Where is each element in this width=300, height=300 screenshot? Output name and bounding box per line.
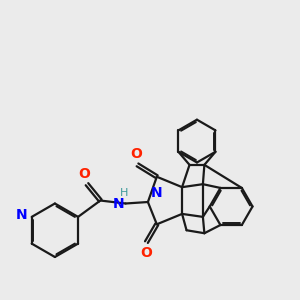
Text: O: O [78,167,90,181]
Text: O: O [140,246,152,260]
Text: N: N [112,196,124,211]
Text: N: N [150,186,162,200]
Text: O: O [130,147,142,161]
Text: H: H [120,188,128,198]
Text: N: N [16,208,27,222]
